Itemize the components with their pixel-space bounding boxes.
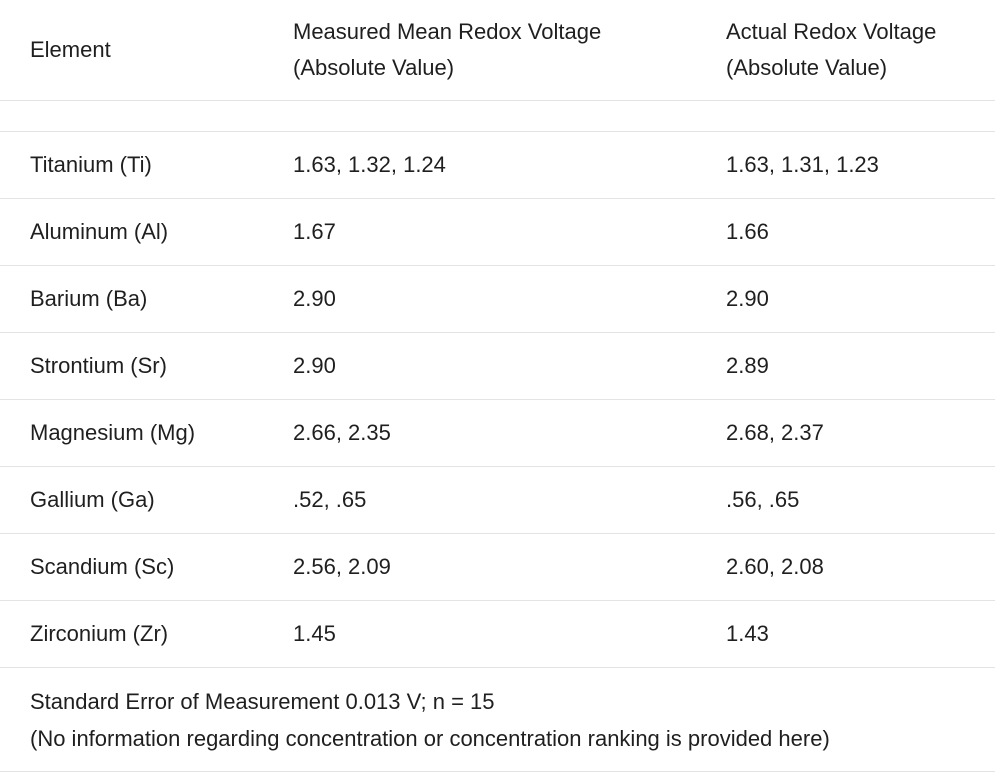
table-row: Aluminum (Al) 1.67 1.66 [0, 199, 995, 266]
cell-measured: 2.56, 2.09 [293, 554, 391, 579]
cell-element: Strontium (Sr) [30, 353, 167, 378]
cell-actual: 1.43 [726, 621, 769, 646]
header-element: Element [30, 32, 111, 68]
cell-element: Titanium (Ti) [30, 152, 152, 177]
cell-measured: 2.66, 2.35 [293, 420, 391, 445]
cell-actual: 2.90 [726, 286, 769, 311]
header-measured-line2: (Absolute Value) [293, 55, 455, 80]
cell-element: Magnesium (Mg) [30, 420, 196, 445]
cell-actual: 2.60, 2.08 [726, 554, 824, 579]
table-row: Barium (Ba) 2.90 2.90 [0, 266, 995, 333]
cell-measured: 1.67 [293, 219, 336, 244]
cell-actual: 2.68, 2.37 [726, 420, 824, 445]
cell-actual: 2.89 [726, 353, 769, 378]
table-row: Strontium (Sr) 2.90 2.89 [0, 333, 995, 400]
cell-measured: 2.90 [293, 353, 336, 378]
footer-line-disclaimer: (No information regarding concentration … [30, 725, 830, 751]
cell-actual: 1.66 [726, 219, 769, 244]
cell-measured: .52, .65 [293, 487, 367, 512]
header-actual-line1: Actual Redox Voltage [726, 19, 937, 44]
table-header-row: Element Measured Mean Redox Voltage (Abs… [0, 0, 995, 101]
table-row: Gallium (Ga) .52, .65 .56, .65 [0, 467, 995, 534]
header-measured-line1: Measured Mean Redox Voltage [293, 19, 602, 44]
cell-measured: 1.63, 1.32, 1.24 [293, 152, 446, 177]
header-measured: Measured Mean Redox Voltage (Absolute Va… [293, 14, 601, 86]
cell-element: Gallium (Ga) [30, 487, 155, 512]
footer-note: Standard Error of Measurement 0.013 V; n… [30, 683, 830, 757]
table-row: Titanium (Ti) 1.63, 1.32, 1.24 1.63, 1.3… [0, 132, 995, 199]
cell-actual: 1.63, 1.31, 1.23 [726, 152, 879, 177]
cell-measured: 2.90 [293, 286, 336, 311]
header-element-label: Element [30, 37, 111, 62]
cell-measured: 1.45 [293, 621, 336, 646]
table-footer-row: Standard Error of Measurement 0.013 V; n… [0, 668, 995, 772]
cell-element: Aluminum (Al) [30, 219, 169, 244]
cell-element: Barium (Ba) [30, 286, 148, 311]
cell-element: Zirconium (Zr) [30, 621, 169, 646]
table-spacer-row [0, 101, 995, 132]
table-row: Magnesium (Mg) 2.66, 2.35 2.68, 2.37 [0, 400, 995, 467]
table-row: Scandium (Sc) 2.56, 2.09 2.60, 2.08 [0, 534, 995, 601]
header-actual-line2: (Absolute Value) [726, 55, 888, 80]
table-row: Zirconium (Zr) 1.45 1.43 [0, 601, 995, 668]
footer-line-standard-error: Standard Error of Measurement 0.013 V; n… [30, 688, 495, 714]
cell-actual: .56, .65 [726, 487, 800, 512]
header-actual: Actual Redox Voltage (Absolute Value) [726, 14, 936, 86]
cell-element: Scandium (Sc) [30, 554, 175, 579]
